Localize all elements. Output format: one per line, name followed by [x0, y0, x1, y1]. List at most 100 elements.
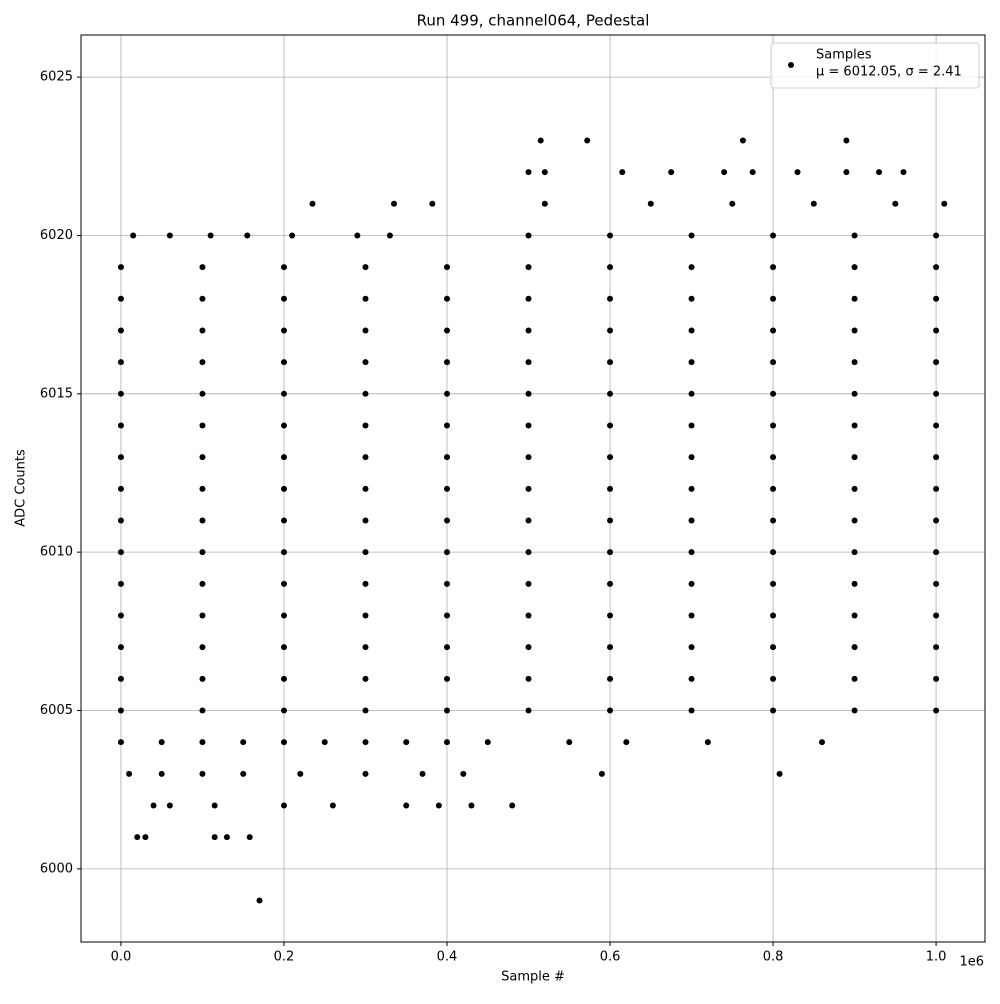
- y-tick-label: 6005: [40, 703, 73, 718]
- point: [770, 359, 777, 366]
- point: [525, 390, 532, 397]
- point: [444, 612, 451, 619]
- point: [280, 580, 287, 587]
- point: [770, 612, 777, 619]
- point: [403, 802, 410, 809]
- point: [362, 549, 369, 556]
- point: [607, 675, 614, 682]
- point: [851, 580, 858, 587]
- point: [240, 739, 247, 746]
- point: [668, 169, 675, 176]
- point: [607, 422, 614, 429]
- y-tick-label: 6000: [40, 861, 73, 876]
- point: [117, 359, 124, 366]
- point: [199, 549, 206, 556]
- point: [362, 675, 369, 682]
- point: [776, 770, 783, 777]
- point: [199, 644, 206, 651]
- y-tick-label: 6015: [40, 386, 73, 401]
- point: [117, 485, 124, 492]
- point: [688, 454, 695, 461]
- point: [280, 707, 287, 714]
- point: [933, 359, 940, 366]
- point: [117, 454, 124, 461]
- point: [607, 232, 614, 239]
- point: [444, 707, 451, 714]
- point: [537, 137, 544, 144]
- point: [444, 422, 451, 429]
- point: [770, 232, 777, 239]
- point: [419, 770, 426, 777]
- point: [525, 422, 532, 429]
- point: [525, 517, 532, 524]
- point: [362, 359, 369, 366]
- point: [280, 422, 287, 429]
- point: [688, 264, 695, 271]
- point: [721, 169, 728, 176]
- point: [704, 739, 711, 746]
- point: [134, 834, 141, 841]
- x-tick-label: 0.0: [111, 950, 132, 965]
- point: [525, 454, 532, 461]
- point: [280, 390, 287, 397]
- point: [435, 802, 442, 809]
- point: [851, 390, 858, 397]
- point: [933, 390, 940, 397]
- point: [199, 485, 206, 492]
- points: [117, 137, 948, 904]
- point: [280, 802, 287, 809]
- point: [117, 644, 124, 651]
- point: [444, 264, 451, 271]
- point: [525, 644, 532, 651]
- point: [933, 675, 940, 682]
- point: [770, 485, 777, 492]
- point: [280, 739, 287, 746]
- x-tick-label: 0.6: [600, 950, 621, 965]
- point: [199, 422, 206, 429]
- point: [851, 232, 858, 239]
- point: [403, 739, 410, 746]
- point: [770, 390, 777, 397]
- point: [851, 359, 858, 366]
- point: [851, 675, 858, 682]
- point: [150, 802, 157, 809]
- point: [688, 422, 695, 429]
- point: [289, 232, 296, 239]
- legend-marker: [788, 62, 794, 68]
- point: [280, 327, 287, 334]
- point: [851, 549, 858, 556]
- point: [280, 644, 287, 651]
- point: [444, 295, 451, 302]
- point: [525, 580, 532, 587]
- point: [933, 517, 940, 524]
- point: [770, 707, 777, 714]
- point: [199, 264, 206, 271]
- point: [851, 454, 858, 461]
- point: [199, 739, 206, 746]
- point: [584, 137, 591, 144]
- point: [851, 327, 858, 334]
- chart-title: Run 499, channel064, Pedestal: [417, 12, 650, 30]
- point: [810, 200, 817, 207]
- point: [484, 739, 491, 746]
- point: [688, 517, 695, 524]
- point: [607, 327, 614, 334]
- point: [770, 675, 777, 682]
- point: [362, 644, 369, 651]
- point: [444, 390, 451, 397]
- point: [117, 264, 124, 271]
- point: [199, 327, 206, 334]
- point: [688, 675, 695, 682]
- point: [256, 897, 263, 904]
- point: [117, 327, 124, 334]
- y-axis-label: ADC Counts: [14, 449, 29, 527]
- point: [566, 739, 573, 746]
- point: [818, 739, 825, 746]
- point: [362, 485, 369, 492]
- point: [280, 264, 287, 271]
- x-offset-label: 1e6: [959, 955, 984, 970]
- point: [525, 327, 532, 334]
- point: [166, 802, 173, 809]
- point: [688, 580, 695, 587]
